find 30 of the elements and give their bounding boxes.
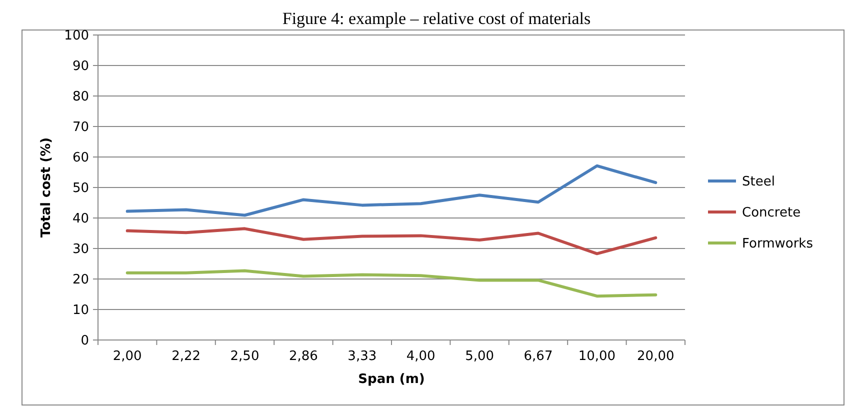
x-tick-label: 2,00 — [112, 349, 142, 364]
x-tick-label: 2,86 — [288, 349, 318, 364]
x-tick-label: 20,00 — [637, 349, 674, 364]
y-tick-label: 100 — [64, 28, 89, 44]
line-series — [126, 269, 658, 298]
x-axis-title: Span (m) — [358, 372, 425, 387]
y-axis-title: Total cost (%) — [39, 137, 54, 238]
x-tick-label: 10,00 — [578, 349, 616, 364]
x-tick-label: 2,50 — [230, 349, 260, 364]
x-tick-label: 4,00 — [406, 349, 436, 364]
y-tick-label: 70 — [72, 120, 89, 136]
x-tick-label: 6,67 — [524, 349, 553, 364]
y-tick-label: 20 — [72, 272, 89, 288]
y-tick-label: 90 — [72, 59, 89, 74]
y-tick-label: 0 — [80, 334, 89, 349]
x-tick-label: 5,00 — [465, 349, 494, 364]
y-tick-label: 80 — [72, 90, 89, 105]
y-tick-label: 50 — [72, 181, 89, 196]
legend-label: Steel — [742, 174, 775, 190]
y-tick-label: 60 — [72, 150, 89, 166]
chart-title: Figure 4: example – relative cost of materials — [282, 9, 591, 28]
y-tick-label: 30 — [72, 242, 89, 258]
x-tick-label: 3,33 — [348, 349, 377, 364]
x-tick-label: 2,22 — [172, 349, 201, 364]
legend-label: Concrete — [742, 206, 801, 221]
line-series — [126, 164, 658, 217]
y-tick-label: 10 — [72, 303, 89, 318]
y-tick-label: 40 — [72, 212, 89, 227]
legend-label: Formworks — [742, 236, 814, 252]
line-series — [126, 227, 658, 256]
